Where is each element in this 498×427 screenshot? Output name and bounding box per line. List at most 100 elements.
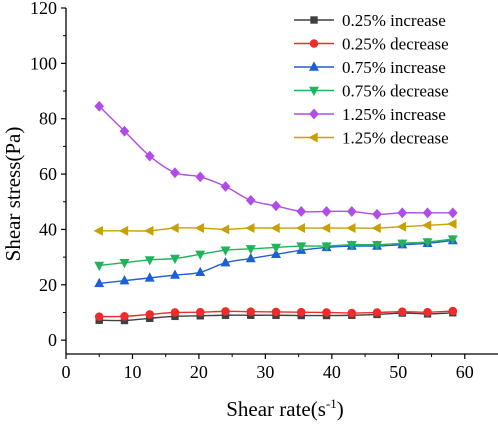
data-point — [447, 207, 458, 219]
data-point — [322, 308, 331, 317]
legend-marker — [310, 16, 318, 24]
data-point — [447, 235, 458, 245]
legend: 0.25% increase 0.25% decrease 0.75% increa… — [294, 11, 449, 148]
data-point — [421, 220, 432, 231]
data-point — [170, 167, 180, 179]
data-point — [296, 307, 306, 317]
data-point — [372, 208, 382, 220]
data-point — [397, 207, 408, 219]
y-tick-label: 40 — [39, 219, 57, 239]
legend-item-6: 1.25% decrease — [294, 129, 449, 148]
legend-marker — [309, 39, 319, 48]
data-point — [246, 307, 256, 316]
legend-label: 0.25% increase — [342, 11, 446, 30]
data-point — [423, 307, 432, 317]
x-axis-ticks: 0 10 20 30 40 50 60 — [62, 354, 474, 382]
data-point — [144, 150, 155, 162]
data-point — [194, 223, 204, 234]
y-tick-label: 100 — [30, 53, 57, 73]
data-point — [422, 207, 433, 219]
series-2 — [94, 306, 458, 321]
data-point — [295, 223, 305, 234]
series-4 — [94, 235, 458, 272]
data-point — [119, 125, 130, 137]
data-point — [195, 171, 206, 183]
data-point — [94, 312, 104, 321]
x-axis-label: Shear rate(s-1) — [226, 396, 344, 421]
data-point — [144, 225, 154, 236]
data-point — [320, 223, 331, 234]
data-point — [245, 252, 256, 263]
x-axis-label-superscript: -1 — [326, 396, 337, 411]
data-point — [170, 254, 180, 265]
data-point — [195, 266, 206, 277]
data-point — [94, 277, 105, 288]
data-point — [245, 194, 256, 206]
legend-label: 0.75% increase — [342, 58, 446, 77]
data-point — [397, 239, 408, 249]
y-tick-label: 80 — [39, 109, 57, 129]
data-point — [145, 310, 155, 319]
data-point — [271, 243, 281, 254]
data-point — [94, 100, 105, 112]
data-point — [220, 257, 231, 267]
data-point — [396, 221, 406, 232]
data-point — [195, 250, 206, 261]
data-point — [296, 206, 307, 217]
axes — [65, 8, 498, 355]
x-tick-label: 40 — [323, 362, 341, 382]
data-point — [195, 307, 205, 317]
series-5 — [94, 100, 458, 220]
legend-label: 0.25% decrease — [342, 35, 449, 54]
data-point — [447, 218, 457, 229]
x-axis-label-main: Shear rate(s — [226, 397, 326, 421]
data-point — [119, 258, 130, 269]
data-point — [220, 181, 231, 192]
y-axis-label: Shear stress(Pa) — [1, 127, 25, 262]
legend-item-3: 0.75% increase — [294, 58, 446, 77]
data-point — [397, 307, 407, 316]
data-point — [271, 248, 281, 259]
data-point — [93, 225, 103, 236]
series-group — [93, 100, 458, 325]
data-point — [271, 307, 281, 317]
x-tick-label: 20 — [190, 362, 208, 382]
data-point — [321, 206, 332, 217]
data-point — [321, 242, 332, 252]
data-point — [169, 223, 179, 234]
data-point — [296, 242, 307, 252]
series-6 — [93, 218, 457, 236]
y-axis-ticks: 0 20 40 60 80 100 120 — [30, 0, 66, 350]
data-point — [372, 240, 383, 251]
x-tick-label: 60 — [456, 362, 474, 382]
x-tick-label: 30 — [256, 362, 274, 382]
x-tick-label: 50 — [389, 362, 407, 382]
y-tick-label: 20 — [39, 275, 57, 295]
legend-item-5: 1.25% increase — [294, 105, 446, 124]
data-point — [118, 225, 129, 236]
x-tick-label: 10 — [123, 362, 141, 382]
data-point — [245, 223, 255, 234]
data-point — [346, 206, 357, 217]
x-axis-label-tail: ) — [337, 397, 344, 421]
data-point — [270, 223, 280, 234]
data-point — [448, 306, 458, 316]
legend-marker — [309, 61, 319, 71]
data-point — [144, 256, 155, 266]
legend-marker — [308, 132, 318, 143]
data-point — [170, 269, 180, 279]
data-point — [119, 274, 130, 285]
legend-item-1: 0.25% increase — [294, 11, 446, 30]
data-point — [347, 308, 357, 318]
data-point — [372, 308, 382, 317]
data-point — [170, 308, 180, 317]
data-point — [245, 245, 256, 255]
y-tick-label: 120 — [30, 0, 57, 18]
legend-item-2: 0.25% decrease — [294, 35, 449, 54]
legend-item-4: 0.75% decrease — [294, 82, 449, 101]
legend-marker — [309, 86, 319, 97]
legend-label: 1.25% decrease — [342, 129, 449, 148]
y-tick-label: 0 — [48, 330, 57, 350]
data-point — [144, 272, 155, 282]
